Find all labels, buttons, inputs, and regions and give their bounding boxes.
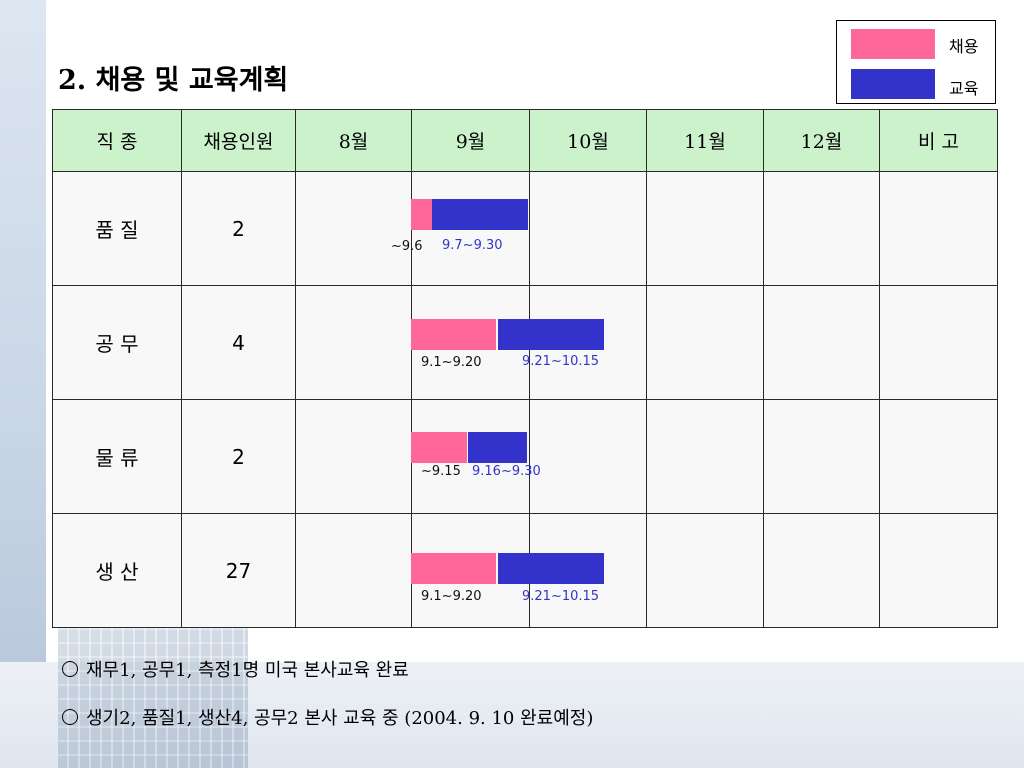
header-oct: 10월 <box>529 109 647 172</box>
training-period-label: 9.21~10.15 <box>522 589 600 604</box>
note-item: 생기2, 품질1, 생산4, 공무2 본사 교육 중 (2004. 9. 10 … <box>62 704 593 730</box>
training-period-label: 9.16~9.30 <box>472 464 541 479</box>
legend: 채용 교육 <box>836 20 996 104</box>
remark-cell <box>879 513 998 628</box>
recruit-period-label: ~9.15 <box>421 464 461 479</box>
job-cell: 공 무 <box>52 285 182 400</box>
training-period-label: 9.7~9.30 <box>442 238 503 253</box>
recruit-bar <box>411 553 496 584</box>
header-remarks: 비 고 <box>879 109 998 172</box>
remark-cell <box>879 399 998 514</box>
header-dec: 12월 <box>763 109 880 172</box>
note-item: 재무1, 공무1, 측정1명 미국 본사교육 완료 <box>62 656 409 682</box>
job-cell: 품 질 <box>52 171 182 286</box>
training-bar <box>432 199 528 230</box>
recruit-period-label: ~9.6 <box>391 239 423 254</box>
recruit-bar <box>411 432 467 463</box>
page-title: 2. 채용 및 교육계획 <box>58 65 289 96</box>
table-row: 생 산 27 <box>52 513 998 628</box>
legend-swatch-training <box>851 69 935 99</box>
count-cell: 4 <box>181 285 296 400</box>
remark-cell <box>879 285 998 400</box>
note-text: 재무1, 공무1, 측정1명 미국 본사교육 완료 <box>86 660 409 681</box>
recruit-period-label: 9.1~9.20 <box>421 589 482 604</box>
legend-label-training: 교육 <box>949 79 979 98</box>
header-headcount: 채용인원 <box>181 109 296 172</box>
circle-bullet-icon <box>62 661 78 677</box>
recruit-period-label: 9.1~9.20 <box>421 355 482 370</box>
count-cell: 2 <box>181 399 296 514</box>
recruit-bar <box>411 319 496 350</box>
recruit-training-plan-table: 직 종 채용인원 8월 9월 10월 11월 12월 비 고 품 질 2 공 무… <box>52 109 998 628</box>
training-period-label: 9.21~10.15 <box>522 354 600 369</box>
count-cell: 2 <box>181 171 296 286</box>
training-bar <box>498 553 604 584</box>
remark-cell <box>879 171 998 286</box>
training-bar <box>468 432 527 463</box>
count-cell: 27 <box>181 513 296 628</box>
header-nov: 11월 <box>646 109 764 172</box>
legend-swatch-recruit <box>851 29 935 59</box>
job-cell: 생 산 <box>52 513 182 628</box>
recruit-bar <box>411 199 432 230</box>
circle-bullet-icon <box>62 709 78 725</box>
legend-label-recruit: 채용 <box>949 37 979 56</box>
header-aug: 8월 <box>295 109 412 172</box>
table-header-row: 직 종 채용인원 8월 9월 10월 11월 12월 비 고 <box>52 109 998 172</box>
left-decor-strip <box>0 0 46 768</box>
header-job-type: 직 종 <box>52 109 182 172</box>
header-sep: 9월 <box>411 109 530 172</box>
table-row: 물 류 2 <box>52 399 998 514</box>
training-bar <box>498 319 604 350</box>
note-text: 생기2, 품질1, 생산4, 공무2 본사 교육 중 (2004. 9. 10 … <box>86 708 594 729</box>
job-cell: 물 류 <box>52 399 182 514</box>
